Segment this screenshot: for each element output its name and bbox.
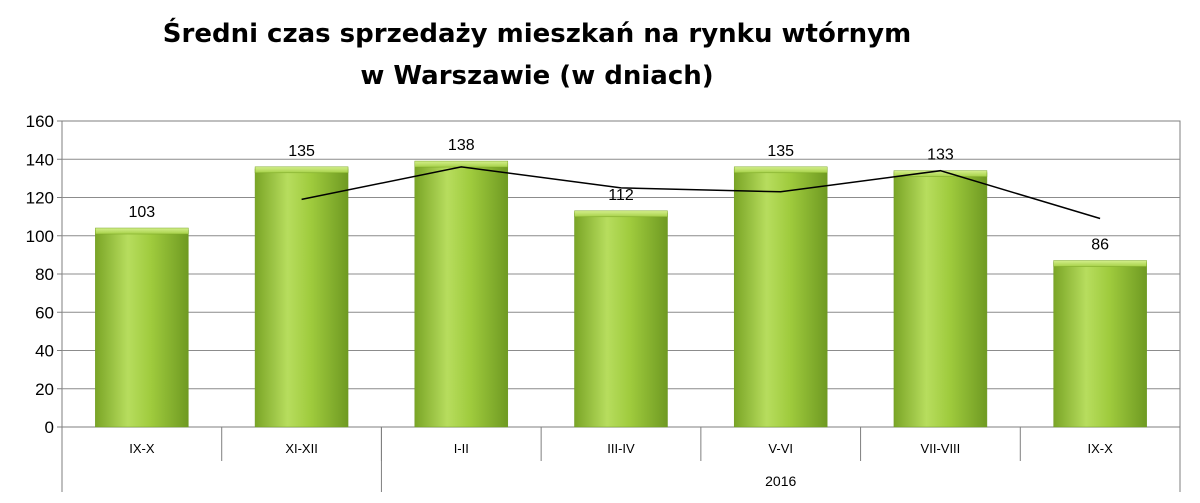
x-category-label: III-IV — [607, 441, 635, 456]
bar — [733, 168, 828, 428]
trend-line — [301, 166, 1101, 220]
data-label: 112 — [608, 187, 634, 204]
bar-top-cap — [254, 166, 349, 174]
trend-line-series — [301, 166, 1101, 220]
data-label: 133 — [927, 147, 954, 164]
y-tick-label: 0 — [45, 418, 54, 437]
bar — [893, 172, 988, 428]
chart-title: Średni czas sprzedaży mieszkań na rynku … — [163, 17, 911, 49]
y-tick-label: 100 — [26, 227, 54, 246]
x-group-label: 2016 — [765, 473, 796, 489]
x-category-label: XI-XII — [285, 441, 318, 456]
y-tick-label: 160 — [26, 112, 54, 131]
y-axis: 0 20 40 60 80 100 120 140 160 — [26, 112, 62, 437]
y-tick-label: 60 — [35, 303, 54, 322]
x-category-label: I-II — [454, 441, 469, 456]
bar-top-cap — [1053, 260, 1147, 267]
x-category-label: VII-VIII — [921, 441, 961, 456]
bar — [574, 212, 668, 428]
data-labels: 103 135 138 112 135 133 86 — [129, 137, 1110, 253]
data-label: 135 — [288, 143, 315, 160]
bar — [1053, 262, 1147, 428]
data-label: 86 — [1091, 237, 1109, 254]
y-tick-label: 80 — [35, 265, 54, 284]
bar-top-cap — [733, 166, 828, 174]
x-category-label: V-VI — [768, 441, 793, 456]
x-axis: IX-X XI-XII I-II III-IV V-VI VII-VIII IX-X 2016 — [61, 427, 1181, 492]
bar — [254, 168, 349, 428]
data-label: 135 — [767, 143, 794, 160]
bar — [414, 162, 509, 428]
data-label: 103 — [129, 204, 156, 221]
x-category-label: IX-X — [129, 441, 155, 456]
y-tick-label: 20 — [35, 380, 54, 399]
bar-top-cap — [95, 227, 189, 235]
chart-subtitle: w Warszawie (w dniach) — [360, 61, 713, 91]
bar — [95, 229, 189, 428]
data-label: 138 — [448, 137, 475, 154]
y-tick-label: 120 — [26, 189, 54, 208]
bars — [95, 160, 1147, 428]
y-tick-label: 40 — [35, 342, 54, 361]
x-category-label: IX-X — [1087, 441, 1113, 456]
y-tick-label: 140 — [26, 150, 54, 169]
bar-top-cap — [574, 210, 668, 218]
